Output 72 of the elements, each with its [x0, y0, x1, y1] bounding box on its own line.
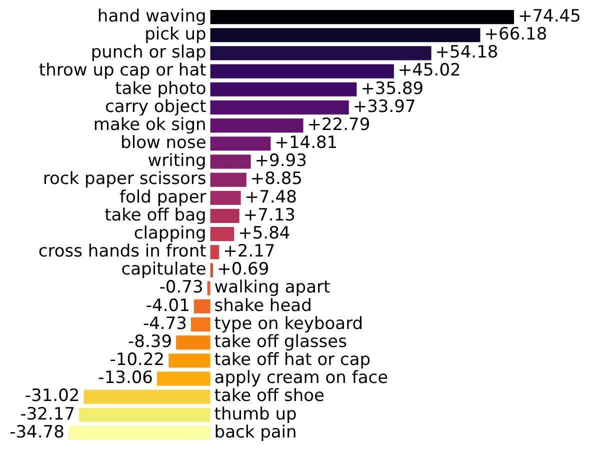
bar — [210, 226, 234, 242]
bar — [84, 390, 210, 404]
y-tick-label: type on keyboard — [214, 314, 364, 334]
bar — [207, 281, 210, 296]
bar — [210, 118, 304, 133]
y-tick-label: writing — [148, 151, 206, 172]
y-tick-label: hand waving — [97, 6, 206, 26]
y-tick-label: fold paper — [120, 187, 206, 208]
data-label: +7.13 — [243, 205, 296, 226]
bar — [210, 10, 514, 24]
y-tick-label: take off glasses — [214, 332, 348, 352]
data-label: +22.79 — [307, 114, 370, 135]
y-tick-label: take photo — [115, 78, 206, 99]
data-label: -4.01 — [146, 296, 190, 316]
data-label: -10.22 — [110, 350, 165, 370]
y-tick-label: cross hands in front — [38, 242, 207, 262]
data-label: +35.89 — [360, 78, 424, 99]
data-label: +0.69 — [217, 260, 270, 280]
data-label: -34.78 — [10, 422, 64, 442]
bar — [210, 245, 220, 260]
bar — [68, 426, 210, 440]
y-tick-label: capitulate — [121, 260, 206, 280]
bar — [210, 82, 357, 96]
data-label: +74.45 — [518, 6, 581, 26]
data-label: +9.93 — [254, 151, 307, 172]
y-tick-label: take off shoe — [214, 386, 324, 406]
data-label: +2.17 — [223, 242, 276, 262]
y-tick-label: shake head — [214, 296, 312, 316]
bar — [210, 64, 394, 78]
y-tick-label: thumb up — [214, 404, 297, 424]
bar — [210, 190, 241, 205]
bar — [168, 354, 210, 368]
data-label: +7.48 — [244, 187, 297, 208]
bar — [79, 408, 210, 422]
data-label: -0.73 — [159, 278, 204, 298]
bar — [210, 172, 246, 187]
data-label: -8.39 — [128, 332, 172, 352]
data-label: -31.02 — [24, 386, 80, 406]
data-label: +33.97 — [352, 96, 416, 117]
bar — [194, 299, 210, 314]
data-label: -13.06 — [98, 368, 153, 388]
y-tick-label: pick up — [144, 24, 206, 45]
y-tick-label: walking apart — [214, 278, 330, 298]
bar — [210, 263, 214, 278]
data-label: +14.81 — [274, 133, 338, 154]
data-label: +8.85 — [250, 169, 302, 190]
y-tick-label: clapping — [134, 223, 206, 244]
y-tick-label: carry object — [104, 96, 207, 117]
y-tick-label: make ok sign — [93, 114, 206, 135]
data-label: -32.17 — [20, 404, 76, 424]
y-tick-label: throw up cap or hat — [38, 60, 207, 81]
bar — [190, 317, 210, 332]
y-tick-label: punch or slap — [90, 42, 206, 63]
bar — [210, 100, 349, 115]
bar — [210, 46, 432, 60]
data-label: -4.73 — [142, 314, 187, 334]
y-tick-label: back pain — [214, 422, 297, 442]
y-tick-label: take off hat or cap — [214, 350, 371, 370]
data-label: +54.18 — [435, 42, 498, 63]
bar — [176, 335, 210, 350]
y-tick-label: rock paper scissors — [42, 169, 206, 190]
data-label: +5.84 — [238, 223, 290, 244]
data-label: +66.18 — [484, 24, 548, 45]
y-tick-label: apply cream on face — [214, 368, 388, 388]
bar — [210, 154, 251, 169]
y-tick-label: blow nose — [120, 133, 206, 154]
y-tick-label: take off bag — [104, 205, 206, 226]
data-label: +45.02 — [398, 60, 461, 81]
bar — [157, 372, 210, 386]
bar — [210, 136, 271, 151]
bar — [210, 28, 480, 42]
bar — [210, 208, 240, 224]
